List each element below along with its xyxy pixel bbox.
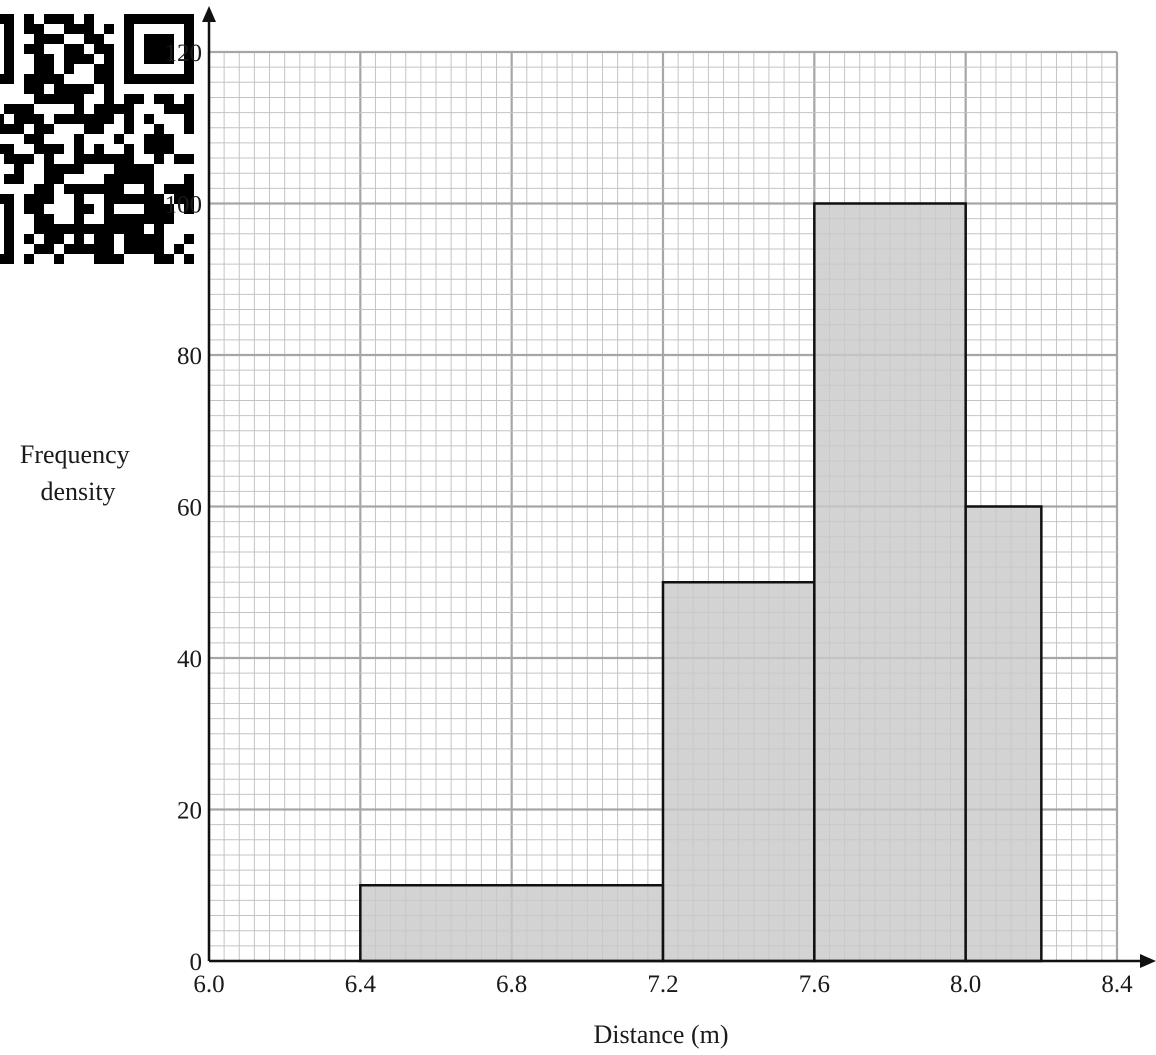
x-tick-label: 7.6 (799, 971, 830, 998)
histogram-bar-2 (661, 581, 816, 963)
y-tick-label: 120 (165, 40, 203, 67)
x-tick-label: 8.0 (950, 971, 981, 998)
x-tick-label: 8.4 (1101, 971, 1133, 998)
histogram-bars (359, 202, 1043, 963)
y-axis-title-line-2: density (40, 477, 115, 506)
y-axis-title-line-1: Frequency (20, 440, 130, 469)
x-tick-label: 6.0 (193, 971, 224, 998)
y-tick-label: 20 (177, 798, 202, 825)
x-tick-label: 6.8 (496, 971, 527, 998)
y-tick-label: 100 (165, 192, 203, 219)
x-axis-arrow (1140, 954, 1156, 968)
x-axis-title: Distance (m) (593, 1020, 728, 1049)
histogram-bar-3 (813, 202, 967, 963)
x-tick-label: 7.2 (647, 971, 678, 998)
histogram-bar-1 (359, 884, 665, 963)
x-tick-label: 6.4 (345, 971, 377, 998)
y-tick-label: 0 (190, 949, 203, 976)
y-tick-label: 80 (177, 343, 202, 370)
axes (202, 6, 1156, 968)
y-tick-labels: 0 20 40 60 80 100 120 (165, 40, 203, 976)
y-tick-label: 40 (177, 646, 202, 673)
x-tick-labels: 6.0 6.4 6.8 7.2 7.6 8.0 8.4 (193, 971, 1133, 998)
qr-code-icon (0, 14, 194, 264)
y-tick-label: 60 (177, 495, 202, 522)
histogram-bar-4 (964, 505, 1043, 963)
y-axis-arrow (202, 6, 216, 22)
y-axis-title: Frequency density (20, 440, 136, 506)
